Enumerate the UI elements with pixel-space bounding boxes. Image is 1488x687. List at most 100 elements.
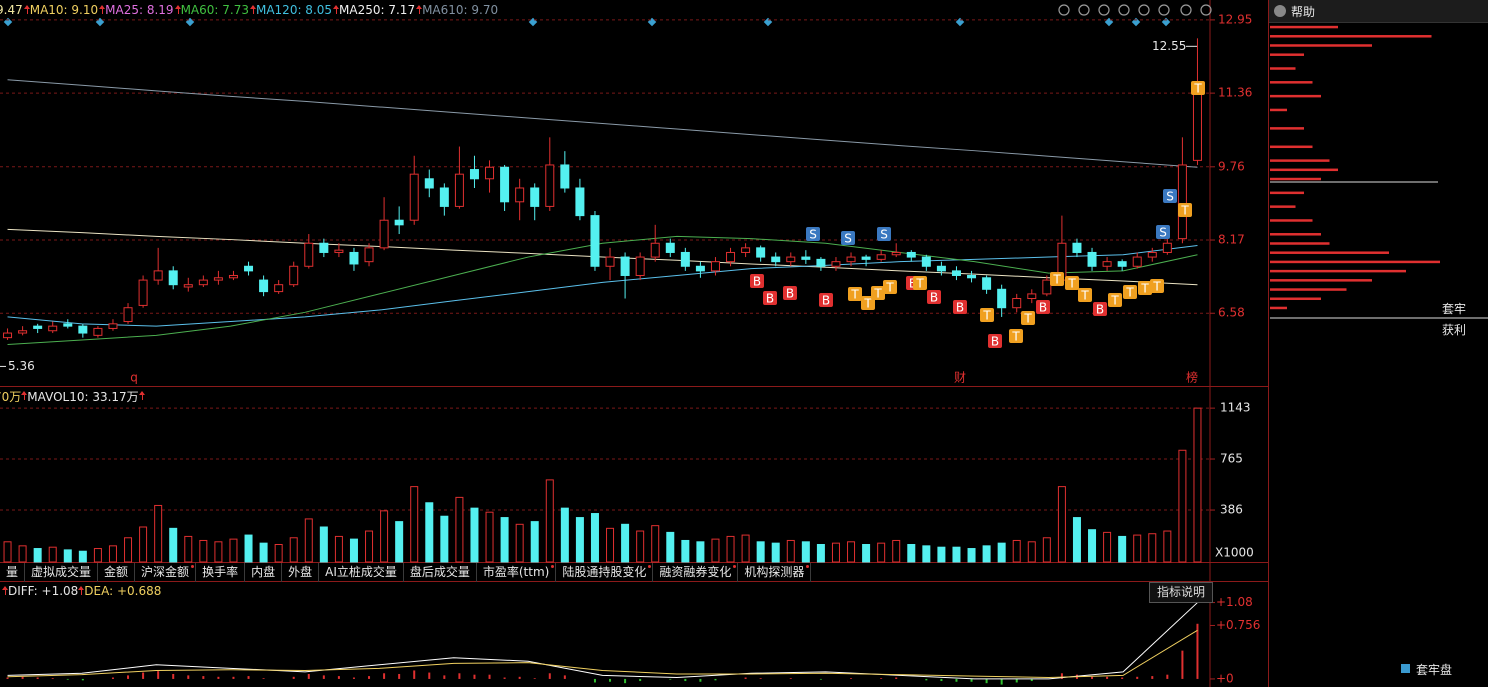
candle-body (1102, 261, 1112, 267)
candle-body (153, 270, 163, 281)
chip-bar (1270, 53, 1304, 56)
volume-bar (410, 486, 419, 563)
volume-bar (470, 507, 479, 563)
tool-icon[interactable] (1158, 4, 1170, 16)
volume-bar (771, 542, 780, 563)
macd-legend-item: DEA: +0.688 (84, 584, 162, 598)
signal-marker (988, 334, 1002, 348)
indicator-tab[interactable]: 外盘 (282, 563, 320, 582)
tool-icon[interactable] (1118, 4, 1130, 16)
chip-bar (1270, 269, 1406, 273)
candle-body (334, 249, 344, 253)
volume-bar (1163, 530, 1172, 563)
macd-bars (6, 602, 1199, 685)
indicator-tab[interactable]: 沪深金额 (135, 563, 197, 582)
ma-legend-item: MA120: 8.05 (255, 3, 333, 17)
candle-body (364, 247, 374, 263)
signal-marker (1123, 285, 1137, 299)
indicator-tab[interactable]: 机构探测器 (738, 563, 812, 582)
indicator-tab[interactable]: 虚拟成交量 (25, 563, 99, 582)
volume-bar (1072, 517, 1081, 563)
signal-label: T (850, 288, 859, 302)
indicator-tab[interactable]: 融资融券变化 (653, 563, 739, 582)
volume-legend: 70万 MAVOL10: 33.17万 (0, 388, 145, 404)
ma-legend-item: MA250: 7.17 (339, 3, 416, 17)
candle-body (48, 325, 58, 332)
macd-legend: DIFF: +1.08 DEA: +0.688 (2, 583, 161, 599)
indicator-tab[interactable]: 陆股通持股变化 (556, 563, 654, 582)
candle-body (680, 251, 690, 267)
signal-label: T (1180, 204, 1189, 218)
volume-bar (937, 546, 946, 563)
tool-icon[interactable] (1138, 4, 1150, 16)
chip-bar (1270, 251, 1389, 254)
indicator-help-button[interactable]: 指标说明 (1149, 582, 1213, 603)
indicator-tab[interactable]: 量 (0, 563, 26, 582)
ma-line (7, 79, 1198, 168)
volume-bar (952, 546, 961, 563)
volume-bar (786, 539, 795, 563)
tool-icon[interactable] (1180, 4, 1192, 16)
volume-bar (651, 525, 660, 563)
volume-bar (922, 545, 931, 563)
volume-bar (1088, 529, 1097, 563)
volume-bar (319, 526, 328, 563)
arrow-icon (2, 586, 8, 595)
indicator-tab[interactable]: 盘后成交量 (404, 563, 477, 582)
signal-label: T (1080, 289, 1089, 303)
trapped-label: 套牢 (1442, 302, 1467, 316)
indicator-tab[interactable]: 金额 (98, 563, 136, 582)
indicator-tab[interactable]: AI立桩成交量 (319, 563, 404, 582)
volume-bar (1057, 486, 1066, 563)
volume-bar (741, 534, 750, 563)
tool-icon[interactable] (1058, 4, 1070, 16)
signal-marker (913, 276, 927, 290)
volume-bar (1027, 541, 1036, 563)
volume-bar (907, 544, 916, 563)
volume-bar (108, 545, 117, 563)
candle-body (500, 166, 510, 203)
y-tick-label: +0.756 (1216, 618, 1260, 632)
indicator-tab[interactable]: 市盈率(ttm) (477, 563, 557, 582)
signal-label: B (753, 275, 761, 289)
indicator-tabs: 量虚拟成交量 金额 沪深金额 换手率 内盘 外盘 AI立桩成交量 盘后成交量 市盈率(ttm) 陆… (0, 563, 1210, 582)
tool-icon[interactable] (1078, 4, 1090, 16)
indicator-tab[interactable]: 换手率 (196, 563, 246, 582)
signal-marker (1138, 281, 1152, 295)
candle-body (891, 251, 901, 256)
candle-body (590, 215, 600, 267)
arrow-icon (21, 391, 28, 400)
arrow-icon (99, 5, 106, 14)
signal-label: T (1067, 277, 1076, 291)
volume-bar (78, 550, 87, 563)
chip-bar (1270, 233, 1321, 236)
volume-bar (575, 517, 584, 563)
ma-legend-item: 9.47 (0, 3, 23, 17)
volume-bar (124, 537, 133, 563)
arrow-icon (174, 5, 181, 14)
volume-bar (93, 548, 102, 563)
volume-bar (1103, 531, 1112, 563)
tool-icon[interactable] (1098, 4, 1110, 16)
legend-swatch (1401, 664, 1410, 673)
candle-body (741, 247, 751, 253)
candle-body (454, 173, 464, 207)
chip-bar (1270, 35, 1432, 38)
volume-bar (590, 513, 599, 563)
signal-label: T (1193, 82, 1202, 96)
signal-label: S (809, 228, 817, 242)
signal-marker (1191, 81, 1205, 95)
tool-icon[interactable] (1200, 4, 1212, 16)
volume-bar (967, 548, 976, 563)
candle-body (921, 256, 931, 267)
volume-bar (606, 527, 615, 563)
candle-body (710, 261, 720, 272)
indicator-tab[interactable]: 内盘 (245, 563, 283, 582)
chip-bar (1270, 191, 1304, 195)
arrow-icon (416, 5, 423, 14)
signal-marker (1150, 279, 1164, 293)
ma-legend-item: MA60: 7.73 (180, 3, 249, 17)
candle-body (861, 256, 871, 260)
candle-body (1087, 251, 1097, 267)
candle-body (1117, 261, 1127, 267)
